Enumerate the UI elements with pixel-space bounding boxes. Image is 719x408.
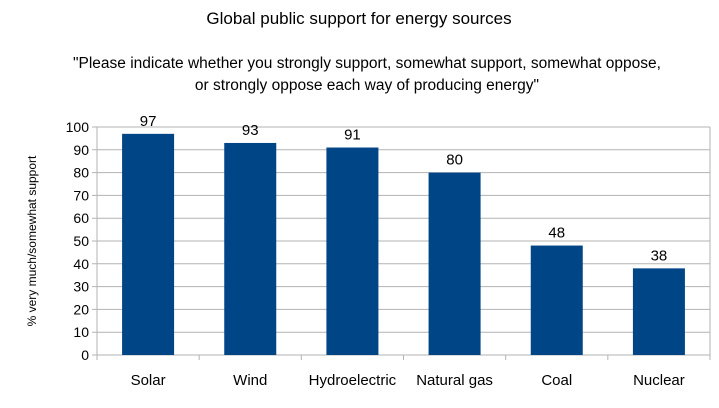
x-tick-label: Nuclear	[633, 372, 685, 389]
chart-title: Global public support for energy sources	[206, 9, 511, 28]
x-tick-label: Natural gas	[416, 372, 493, 389]
y-tick-label: 90	[73, 142, 89, 158]
x-tick-label: Wind	[233, 372, 267, 389]
y-tick-label: 80	[73, 165, 89, 181]
x-tick-label: Solar	[131, 372, 166, 389]
bar-nuclear	[632, 268, 685, 355]
y-tick-label: 20	[73, 301, 89, 317]
bar-solar	[122, 133, 175, 355]
data-label: 91	[344, 127, 361, 144]
data-label: 48	[548, 225, 565, 242]
x-tick-label: Hydroelectric	[309, 372, 397, 389]
y-tick-label: 40	[73, 256, 89, 272]
y-tick-label: 50	[73, 233, 89, 249]
bar-coal	[530, 245, 583, 355]
y-axis-label: % very much/somewhat support	[25, 155, 39, 326]
data-label: 93	[242, 122, 259, 139]
chart-subtitle-line-1: "Please indicate whether you strongly su…	[73, 55, 661, 72]
data-label: 38	[651, 247, 668, 264]
data-label: 97	[140, 113, 157, 130]
y-tick-label: 30	[73, 279, 89, 295]
y-tick-label: 60	[73, 210, 89, 226]
data-label: 80	[446, 152, 463, 169]
x-tick-label: Coal	[541, 372, 572, 389]
y-tick-label: 0	[81, 347, 89, 363]
bar-hydroelectric	[326, 147, 379, 355]
y-tick-label: 10	[73, 324, 89, 340]
bar-wind	[224, 142, 277, 355]
chart-subtitle-line-2: or strongly oppose each way of producing…	[195, 77, 539, 94]
y-tick-label: 70	[73, 187, 89, 203]
bar-natural-gas	[428, 172, 481, 355]
y-tick-label: 100	[66, 119, 90, 135]
